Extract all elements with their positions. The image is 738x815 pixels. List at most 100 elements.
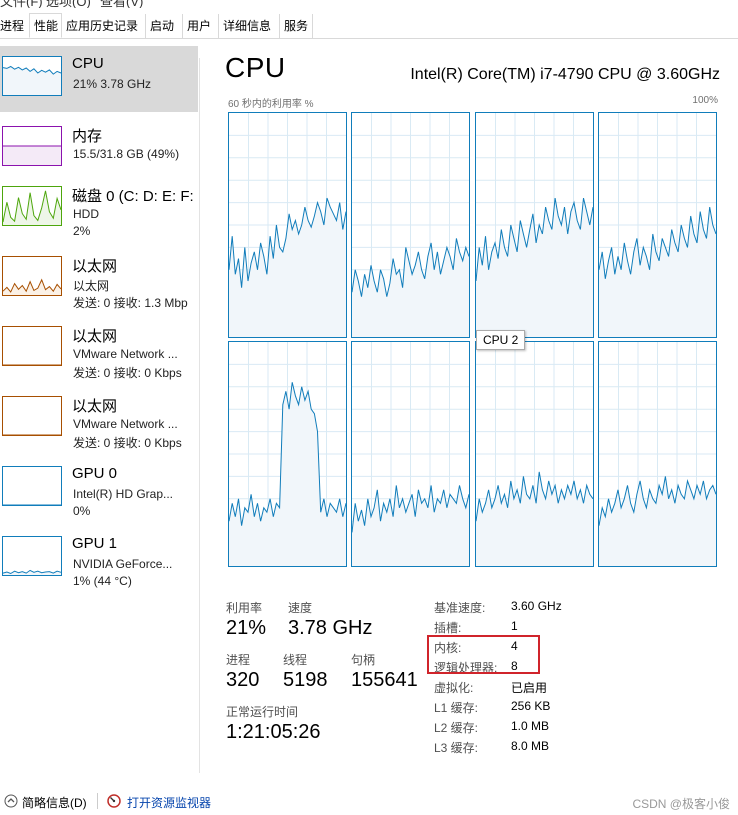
tab-processes[interactable]: 进程 <box>0 14 30 38</box>
sidebar-item-detail: Intel(R) HD Grap... <box>73 487 174 501</box>
sidebar-item-ethernet-vmware-2[interactable]: 以太网 VMware Network ... 发送: 0 接收: 0 Kbps <box>0 386 198 452</box>
footer-divider <box>97 793 98 809</box>
sidebar-item-detail: VMware Network ... <box>73 417 178 431</box>
sidebar-item-detail: NVIDIA GeForce... <box>73 557 173 571</box>
threads-value: 5198 <box>283 669 328 691</box>
sidebar-item-cpu[interactable]: CPU 21% 3.78 GHz <box>0 46 198 112</box>
uptime-label: 正常运行时间 <box>226 705 299 719</box>
cpu-usage-line <box>599 207 716 279</box>
spec-l1-cache-value: 256 KB <box>511 699 551 713</box>
sidebar-item-disk[interactable]: 磁盘 0 (C: D: E: F: HDD 2% <box>0 176 198 242</box>
spec-l1-cache-label: L1 缓存: <box>434 701 479 715</box>
tab-app-history[interactable]: 应用历史记录 <box>62 14 146 38</box>
cpu-usage-area <box>599 476 716 566</box>
cpu-usage-area <box>229 198 346 337</box>
sidebar-item-usage: 发送: 0 接收: 0 Kbps <box>73 366 182 380</box>
sidebar-item-title: 内存 <box>72 128 103 145</box>
cpu-usage-area <box>229 382 346 566</box>
speed-value: 3.78 GHz <box>288 617 373 639</box>
sidebar-item-usage: 0% <box>73 504 91 518</box>
tab-services[interactable]: 服务 <box>280 14 313 38</box>
cpu-usage-line <box>476 471 593 522</box>
ethernet-thumbnail-graph <box>2 326 62 366</box>
cpu-usage-line <box>476 197 593 282</box>
spec-virtualization-value: 已启用 <box>511 681 548 695</box>
sidebar-item-gpu-0[interactable]: GPU 0 Intel(R) HD Grap... 0% <box>0 456 198 522</box>
cores-highlight-box <box>427 635 540 674</box>
cpu-usage-area <box>476 198 593 337</box>
gpu-thumbnail-graph <box>2 466 62 506</box>
sidebar-item-detail: 21% 3.78 GHz <box>73 77 152 91</box>
sidebar-item-usage: 1% (44 °C) <box>73 574 132 588</box>
cpu-usage-line <box>352 238 469 297</box>
sidebar-item-memory[interactable]: 内存 15.5/31.8 GB (49%) <box>0 116 198 182</box>
spec-sockets-value: 1 <box>511 619 518 633</box>
sidebar-item-title: 以太网 <box>72 398 118 415</box>
tab-details[interactable]: 详细信息 <box>219 14 280 38</box>
brief-info-link[interactable]: 简略信息(D) <box>22 796 87 810</box>
cpu-thumbnail-graph <box>2 56 62 96</box>
resource-monitor-icon[interactable] <box>107 794 121 808</box>
spec-l2-cache-value: 1.0 MB <box>511 719 550 733</box>
gpu-thumbnail-graph <box>2 536 62 576</box>
sidebar-item-title: GPU 1 <box>72 535 118 552</box>
cpu-core-graph[interactable] <box>228 341 347 567</box>
sidebar-item-title: 以太网 <box>72 328 118 345</box>
cpu-core-graph[interactable] <box>475 341 594 567</box>
tab-users[interactable]: 用户 <box>183 14 219 38</box>
spec-logical-processors-label: 逻辑处理器: <box>434 661 498 675</box>
speed-label: 速度 <box>288 601 313 615</box>
graph-max-label: 100% <box>692 95 718 106</box>
cpu-core-graph[interactable] <box>351 341 470 567</box>
processes-value: 320 <box>226 669 260 691</box>
sidebar-item-ethernet[interactable]: 以太网 以太网 发送: 0 接收: 1.3 Mbp <box>0 246 198 312</box>
menu-options[interactable]: 选项(O) <box>46 0 91 8</box>
ethernet-thumbnail-graph <box>2 256 62 296</box>
menu-file[interactable]: 文件(F) <box>0 0 43 8</box>
open-resource-monitor-link[interactable]: 打开资源监视器 <box>127 796 212 810</box>
sidebar-item-detail: 以太网 <box>73 279 110 293</box>
handles-value: 155641 <box>351 669 418 691</box>
cpu-core-graph[interactable] <box>598 341 717 567</box>
cpu-core-graph[interactable] <box>475 112 594 338</box>
spec-l2-cache-label: L2 缓存: <box>434 721 479 735</box>
sidebar-item-title: GPU 0 <box>72 465 118 482</box>
cpu-usage-area <box>352 485 469 566</box>
sidebar-item-ethernet-vmware-1[interactable]: 以太网 VMware Network ... 发送: 0 接收: 0 Kbps <box>0 316 198 382</box>
cpu-usage-area <box>599 207 716 337</box>
tab-performance[interactable]: 性能 <box>29 13 62 38</box>
cpu-usage-line <box>229 382 346 526</box>
disk-thumbnail-graph <box>2 186 62 226</box>
collapse-chevron-icon[interactable] <box>4 794 18 808</box>
cpu-core-graph[interactable] <box>228 112 347 338</box>
tab-startup[interactable]: 启动 <box>146 14 183 38</box>
uptime-value: 1:21:05:26 <box>226 721 321 743</box>
cpu-usage-line <box>599 476 716 526</box>
sidebar-item-usage: 发送: 0 接收: 1.3 Mbp <box>73 296 188 310</box>
spec-l3-cache-label: L3 缓存: <box>434 741 479 755</box>
spec-base-speed-value: 3.60 GHz <box>511 599 562 613</box>
cpu-core-graph[interactable] <box>351 112 470 338</box>
sidebar-item-title: CPU <box>72 55 104 72</box>
spec-cores-label: 内核: <box>434 641 462 655</box>
sidebar-item-gpu-1[interactable]: GPU 1 NVIDIA GeForce... 1% (44 °C) <box>0 526 198 592</box>
menu-view[interactable]: 查看(V) <box>100 0 144 8</box>
spec-sockets-label: 插槽: <box>434 621 462 635</box>
cpu-core-graph[interactable] <box>598 112 717 338</box>
sidebar-item-detail: VMware Network ... <box>73 347 178 361</box>
threads-label: 线程 <box>283 653 308 667</box>
sidebar-divider <box>199 58 200 773</box>
processes-label: 进程 <box>226 653 251 667</box>
cpu-usage-area <box>352 238 469 337</box>
sidebar-item-detail: 15.5/31.8 GB (49%) <box>73 147 180 161</box>
cpu-usage-line <box>229 197 346 288</box>
footer-bar: 简略信息(D) 打开资源监视器 CSDN @极客小俊 <box>0 788 738 815</box>
spec-cores-value: 4 <box>511 639 518 653</box>
spec-logical-processors-value: 8 <box>511 659 518 673</box>
handles-label: 句柄 <box>351 653 376 667</box>
menu-bar: 文件(F) 选项(O) 查看(V) <box>0 0 738 8</box>
spec-l3-cache-value: 8.0 MB <box>511 739 550 753</box>
cpu-usage-line <box>352 485 469 533</box>
sidebar-item-title: 磁盘 0 (C: D: E: F: <box>72 188 194 205</box>
cpu-model-name: Intel(R) Core(TM) i7-4790 CPU @ 3.60GHz <box>410 66 720 83</box>
